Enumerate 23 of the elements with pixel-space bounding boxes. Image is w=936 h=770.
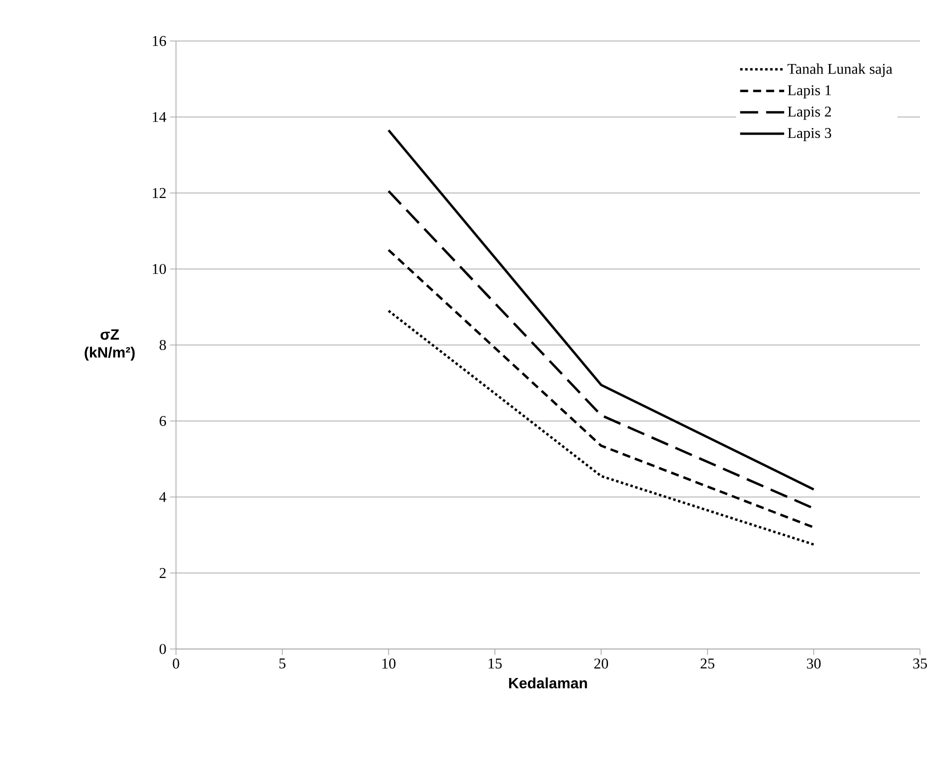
x-tick-label: 25: [700, 658, 714, 669]
legend-label: Tanah Lunak saja: [788, 63, 892, 77]
y-tick-label: 16: [152, 36, 166, 46]
x-tick-label: 15: [488, 658, 502, 669]
y-tick-label: 6: [160, 416, 166, 426]
x-tick-label: 35: [913, 658, 927, 669]
y-tick-label: 14: [152, 112, 166, 122]
y-tick-label: 10: [152, 264, 166, 274]
x-tick-label: 30: [806, 658, 821, 669]
x-tick-label: 5: [279, 658, 286, 668]
y-axis-title: σZ (kN/m²): [84, 329, 135, 361]
y-tick-label: 12: [152, 188, 166, 198]
x-tick-label: 20: [594, 658, 608, 669]
y-tick-label: 2: [160, 568, 166, 578]
legend-label: Lapis 1: [788, 85, 831, 98]
legend-label: Lapis 3: [788, 128, 832, 142]
x-tick-label: 10: [382, 658, 396, 669]
y-tick-label: 4: [159, 492, 166, 502]
x-axis-title: Kedalaman: [509, 677, 587, 688]
y-tick-label: 8: [160, 340, 166, 350]
legend-label: Lapis 2: [788, 106, 831, 120]
x-tick-label: 0: [172, 658, 180, 669]
y-tick-label: 0: [160, 644, 166, 654]
